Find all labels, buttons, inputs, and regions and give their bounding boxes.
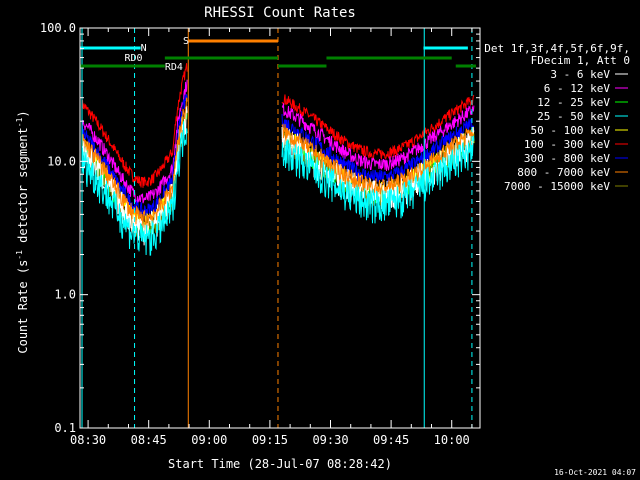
legend-entry-label: 50 - 100 keV — [531, 124, 611, 137]
axes: 0.1 1.0 10.0 100.0 08:30 08:45 09:00 09:15 09:30… — [40, 21, 481, 447]
y-axis-label-end: ) — [16, 110, 30, 117]
x-tick-label: 08:45 — [131, 433, 167, 447]
y-axis-label-main: Count Rate (s — [16, 260, 30, 354]
y-axis-label: Count Rate (s-1 detector segment-1) — [15, 110, 30, 353]
legend-entry-label: 300 - 800 keV — [524, 152, 610, 165]
y-tick-label: 100.0 — [40, 21, 76, 35]
legend-entry-label: 6 - 12 keV — [544, 82, 611, 95]
plot-frame — [79, 27, 481, 429]
x-tick-label: 09:15 — [252, 433, 288, 447]
x-axis-label: Start Time (28-Jul-07 08:28:42) — [168, 457, 392, 471]
decimation-rd0-label: RD0 — [124, 53, 142, 64]
legend-header-line: Det 1f,3f,4f,5f,6f,9f, — [484, 42, 630, 55]
y-axis-label-sup2: -1 — [15, 117, 24, 127]
legend-header-line: FDecim 1, Att 0 — [531, 54, 630, 67]
series-trace-segment-2 — [281, 113, 475, 183]
y-axis-label-sup: -1 — [15, 250, 24, 260]
x-tick-label: 10:00 — [434, 433, 470, 447]
y-tick-label: 10.0 — [47, 154, 76, 168]
y-tick-label: 0.1 — [54, 421, 76, 435]
decimation-rd4-label: RD4 — [165, 62, 183, 73]
x-tick-label: 09:30 — [312, 433, 348, 447]
series-trace-segment-2 — [281, 135, 475, 224]
legend-entry-label: 800 - 7000 keV — [517, 166, 610, 179]
timestamp: 16-Oct-2021 04:07 — [554, 468, 636, 477]
series-trace-segment-2 — [281, 103, 475, 172]
chart-title: RHESSI Count Rates — [204, 5, 356, 21]
legend-entry-label: 12 - 25 keV — [537, 96, 610, 109]
legend-entry-label: 25 - 50 keV — [537, 110, 610, 123]
x-tick-label: 08:30 — [70, 433, 106, 447]
saa-flag-label: S — [183, 36, 189, 47]
legend-entry-label: 7000 - 15000 keV — [504, 180, 610, 193]
x-tick-label: 09:00 — [191, 433, 227, 447]
legend: Det 1f,3f,4f,5f,6f,9f,FDecim 1, Att 03 -… — [484, 42, 630, 193]
plot-area: N S RD0 RD4 — [80, 28, 476, 428]
y-tick-label: 1.0 — [54, 288, 76, 302]
x-tick-label: 09:45 — [373, 433, 409, 447]
night-flag-label: N — [141, 43, 147, 54]
series-trace-segment-2 — [281, 94, 475, 160]
series-trace-segment-2 — [281, 123, 475, 196]
legend-entry-label: 3 - 6 keV — [550, 68, 610, 81]
legend-entry-label: 100 - 300 keV — [524, 138, 610, 151]
y-axis-label-mid: detector segment — [16, 127, 30, 250]
